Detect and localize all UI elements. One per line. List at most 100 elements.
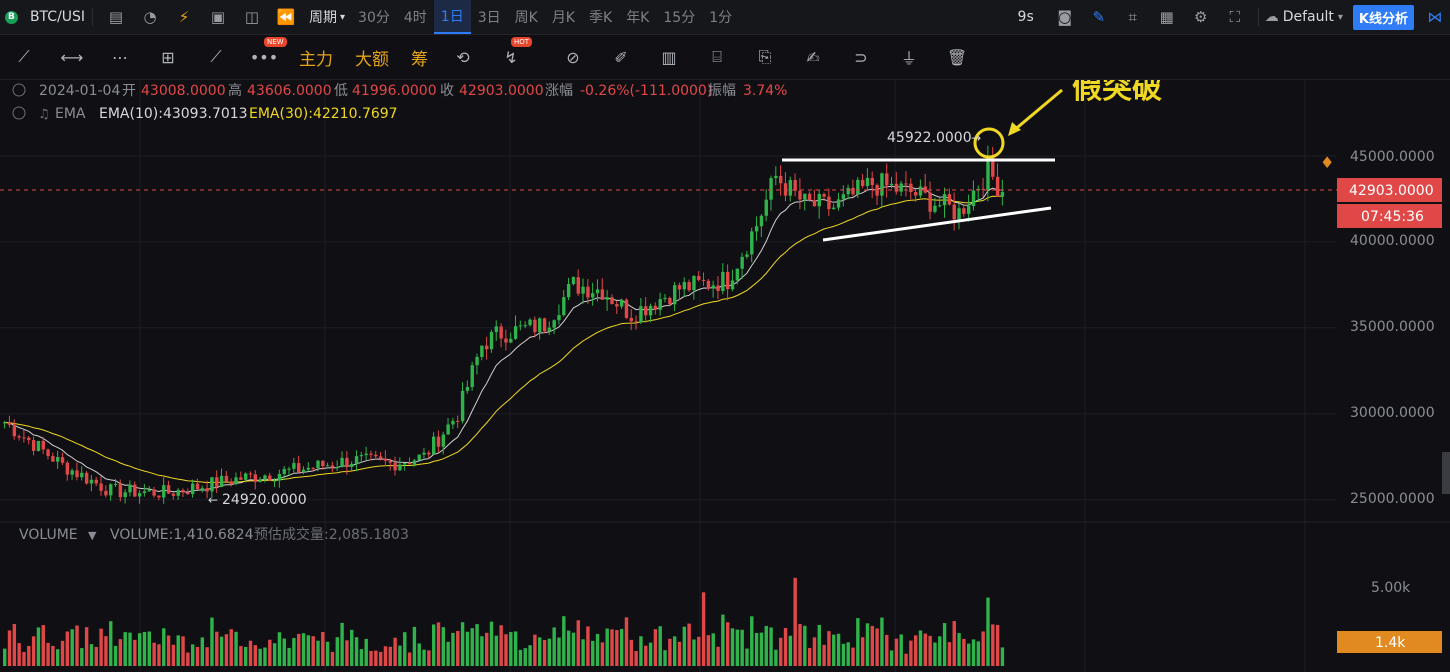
volume-bar (653, 629, 658, 666)
theme-selector[interactable]: Default (1282, 9, 1334, 25)
volume-bar (272, 643, 277, 666)
candle (538, 318, 542, 333)
candle (162, 485, 166, 498)
ema-line (4, 195, 1003, 484)
volume-bar (740, 629, 744, 666)
indicator-icon[interactable]: ▦ (1159, 8, 1174, 26)
rewind-icon[interactable]: ⏪ (276, 8, 296, 26)
volume-bar (166, 635, 171, 666)
candle (89, 479, 94, 484)
candle (846, 187, 850, 195)
candle (938, 205, 942, 207)
candle (229, 481, 233, 485)
fullscreen-icon[interactable]: ⛶ (1229, 8, 1240, 26)
volume-bar (595, 633, 600, 666)
lightning-icon[interactable]: ⚡ (178, 8, 190, 26)
volume-bar (142, 631, 147, 666)
volume-last: 1.4k (1375, 635, 1406, 651)
main-force-button[interactable]: 主力 (299, 49, 333, 70)
ema-info: ♫ EMA EMA(10):43093.7013 EMA(30):42210.7… (12, 106, 398, 122)
kline-analysis-button[interactable]: K线分析 (1352, 4, 1414, 30)
candle (933, 205, 937, 212)
horizontal-line-icon[interactable]: ⟷ (60, 47, 84, 67)
cloud-icon[interactable]: ☁ (1264, 9, 1279, 25)
chevron-down-icon: ▾ (1337, 11, 1343, 23)
more-icon[interactable]: ••• NEW (240, 35, 288, 79)
symbol-selector[interactable]: B BTC/USI (0, 0, 86, 34)
collapse-icon[interactable] (12, 106, 26, 120)
camera-icon[interactable]: ◙ (1057, 8, 1073, 26)
calendar-icon[interactable]: ▣ (210, 8, 226, 26)
fib-icon[interactable]: ⋯ (112, 47, 128, 67)
layout-icon[interactable]: ◫ (244, 8, 260, 26)
volume-bar (913, 635, 918, 666)
magnet-icon[interactable]: ⊃ (854, 47, 868, 67)
volume-bar (489, 621, 494, 666)
ruler-icon[interactable]: ⊘ (566, 47, 580, 67)
price-tick: 45000.0000 (1350, 149, 1435, 165)
candle (634, 321, 638, 323)
edit-note-icon[interactable]: ✍ (806, 47, 820, 67)
volume-bar (615, 630, 619, 666)
candle (128, 484, 132, 493)
candle (456, 420, 460, 422)
candle (663, 297, 667, 300)
price-axis[interactable]: 45000.0000 40000.0000 35000.0000 30000.0… (1350, 149, 1435, 507)
large-order-button[interactable]: 大额 (355, 49, 389, 70)
ray-icon[interactable]: ⟋ (210, 47, 222, 66)
position-icon[interactable]: ⌸ (712, 47, 722, 66)
candle (258, 479, 262, 482)
kline-chart[interactable]: 2024-01-04 开 43008.0000 高 43606.0000 低 4… (0, 80, 1450, 672)
ema-label: EMA (55, 106, 86, 122)
candle (730, 280, 735, 290)
pencil-icon[interactable]: ✎ (1092, 8, 1106, 26)
support-line[interactable] (822, 206, 1052, 242)
candles-icon[interactable]: ▥ (661, 47, 677, 67)
volume-bar (109, 621, 113, 666)
interval-3d[interactable]: 3日 (477, 10, 501, 26)
interval-30m[interactable]: 30分 (358, 10, 390, 26)
interval-quarter[interactable]: 季K (589, 10, 613, 26)
candle (740, 256, 744, 269)
period-dropdown[interactable]: 周期 ▾ (303, 0, 351, 34)
note-icon[interactable]: ⎘ (758, 47, 772, 66)
interval-month[interactable]: 月K (551, 10, 575, 26)
chip-button[interactable]: 筹 (411, 49, 428, 70)
volume-bar (605, 628, 609, 666)
candle (576, 277, 580, 294)
volume-bar (812, 637, 817, 666)
share-icon[interactable]: ⋈ (1427, 8, 1443, 26)
candle (822, 193, 826, 197)
interval-15m[interactable]: 15分 (663, 10, 696, 26)
filter-icon[interactable]: ⏚ (900, 49, 917, 68)
volume-bar (171, 644, 176, 666)
chevron-down-icon[interactable]: ▼ (88, 529, 97, 542)
sync-icon[interactable]: ⟲ (456, 47, 470, 67)
interval-4h[interactable]: 4时 (403, 10, 427, 26)
signal-icon[interactable]: ↯ HOT (487, 35, 535, 79)
candle (460, 390, 465, 422)
settings-icon[interactable]: ⚙ (1194, 8, 1208, 26)
gauge-icon[interactable]: ◔ (143, 8, 157, 26)
chart-type-icon[interactable]: ▤ (108, 8, 124, 26)
collapse-icon[interactable] (12, 83, 26, 97)
alert-bell-icon[interactable]: ♦ (1320, 153, 1334, 172)
candle (335, 466, 339, 468)
volume-bar (354, 637, 359, 666)
interval-1d[interactable]: 1日 (433, 0, 471, 34)
interval-1m[interactable]: 1分 (709, 10, 733, 26)
volume-bar (889, 650, 894, 666)
brush-icon[interactable]: ✐ (614, 47, 628, 67)
collapse-panel-handle[interactable] (1442, 452, 1450, 494)
trash-icon[interactable]: 🗑 (946, 47, 968, 67)
candle (263, 475, 267, 480)
interval-week[interactable]: 周K (514, 10, 538, 26)
volume-bar (27, 645, 31, 666)
trendline-icon[interactable]: ⟋ (18, 47, 30, 66)
volume-bar (706, 635, 711, 666)
crop-icon[interactable]: ⌗ (1128, 8, 1137, 26)
crosshair-add-icon[interactable]: ⊞ (161, 47, 175, 67)
candle (759, 215, 764, 227)
interval-year[interactable]: 年K (626, 10, 650, 26)
volume-bar (851, 647, 855, 666)
